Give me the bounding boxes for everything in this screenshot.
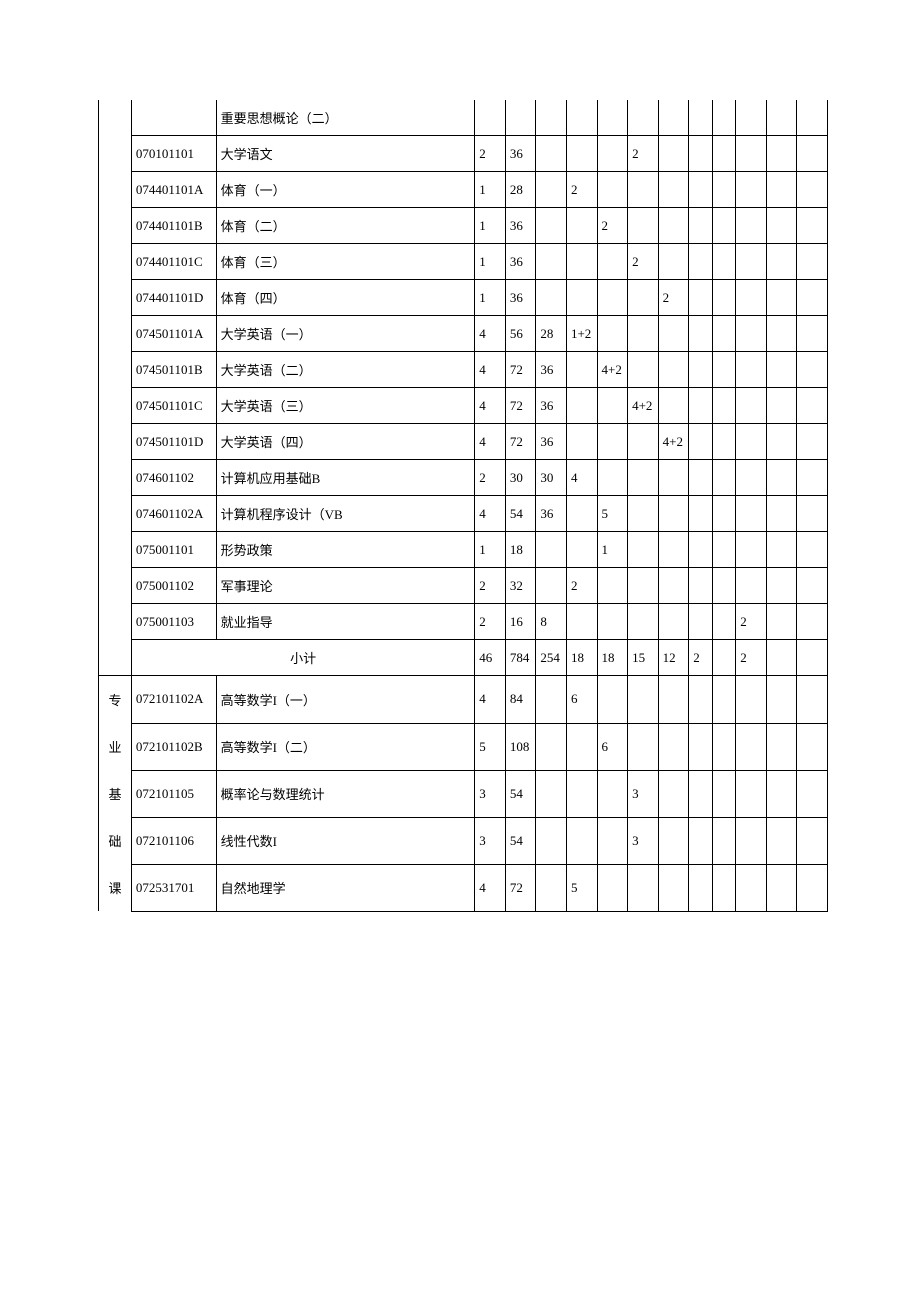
course-name: 大学英语（四） (216, 424, 475, 460)
table-row: 070101101大学语文2362 (99, 136, 828, 172)
course-code: 074501101D (131, 424, 216, 460)
subtotal-label: 小计 (131, 640, 474, 676)
category-cell: 课 (99, 864, 132, 911)
category-cell: 业 (99, 723, 132, 770)
course-code: 070101101 (131, 136, 216, 172)
course-name: 线性代数I (216, 817, 475, 864)
course-name: 形势政策 (216, 532, 475, 568)
course-table: 重要思想概论（二）070101101大学语文2362074401101A体育（一… (98, 100, 828, 912)
table-row: 075001102军事理论2322 (99, 568, 828, 604)
category-cell: 基 (99, 770, 132, 817)
course-name: 大学英语（二） (216, 352, 475, 388)
course-code: 072531701 (131, 864, 216, 911)
course-name: 高等数学I（二） (216, 723, 475, 770)
course-code: 074401101D (131, 280, 216, 316)
table-row: 础072101106线性代数I3543 (99, 817, 828, 864)
table-row: 074601102A计算机程序设计（VB454365 (99, 496, 828, 532)
course-code: 075001103 (131, 604, 216, 640)
course-code: 075001101 (131, 532, 216, 568)
table-row: 074401101C体育（三）1362 (99, 244, 828, 280)
course-code: 074601102 (131, 460, 216, 496)
course-code: 074401101B (131, 208, 216, 244)
table-row: 074401101D体育（四）1362 (99, 280, 828, 316)
course-code: 072101102A (131, 676, 216, 724)
category-cell: 专 (99, 676, 132, 724)
course-name: 自然地理学 (216, 864, 475, 911)
table-row: 业072101102B高等数学I（二）51086 (99, 723, 828, 770)
course-name: 就业指导 (216, 604, 475, 640)
course-name: 大学英语（三） (216, 388, 475, 424)
course-code: 075001102 (131, 568, 216, 604)
category-cell: 础 (99, 817, 132, 864)
table-row: 课072531701自然地理学4725 (99, 864, 828, 911)
course-code: 072101106 (131, 817, 216, 864)
table-row: 075001103就业指导21682 (99, 604, 828, 640)
course-name: 体育（四） (216, 280, 475, 316)
course-name: 概率论与数理统计 (216, 770, 475, 817)
table-row: 专072101102A高等数学I（一）4846 (99, 676, 828, 724)
course-code: 072101102B (131, 723, 216, 770)
course-name: 计算机应用基础B (216, 460, 475, 496)
course-name: 大学语文 (216, 136, 475, 172)
course-name: 大学英语（一） (216, 316, 475, 352)
course-code: 074401101A (131, 172, 216, 208)
course-name: 高等数学I（一） (216, 676, 475, 724)
table-row: 基072101105概率论与数理统计3543 (99, 770, 828, 817)
table-row: 074501101D大学英语（四）472364+2 (99, 424, 828, 460)
table-row: 074501101A大学英语（一）456281+2 (99, 316, 828, 352)
course-name: 体育（一） (216, 172, 475, 208)
course-code: 074501101C (131, 388, 216, 424)
table-row: 074501101C大学英语（三）472364+2 (99, 388, 828, 424)
table-row: 074501101B大学英语（二）472364+2 (99, 352, 828, 388)
course-code: 074501101A (131, 316, 216, 352)
course-name: 军事理论 (216, 568, 475, 604)
table-row: 074601102计算机应用基础B230304 (99, 460, 828, 496)
course-code: 072101105 (131, 770, 216, 817)
course-code: 074501101B (131, 352, 216, 388)
course-name: 体育（二） (216, 208, 475, 244)
table-row: 074401101A体育（一）1282 (99, 172, 828, 208)
table-row: 重要思想概论（二） (99, 100, 828, 136)
table-row: 074401101B体育（二）1362 (99, 208, 828, 244)
course-code (131, 100, 216, 136)
subtotal-row: 小计467842541818151222 (99, 640, 828, 676)
course-name: 计算机程序设计（VB (216, 496, 475, 532)
course-code: 074401101C (131, 244, 216, 280)
table-row: 075001101形势政策1181 (99, 532, 828, 568)
course-name: 重要思想概论（二） (216, 100, 475, 136)
course-code: 074601102A (131, 496, 216, 532)
course-name: 体育（三） (216, 244, 475, 280)
